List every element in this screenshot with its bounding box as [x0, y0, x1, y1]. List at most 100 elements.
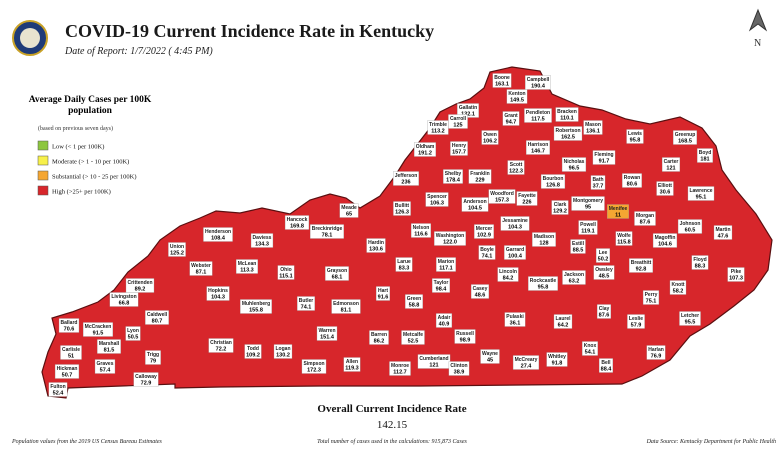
- county-value: 40.9: [439, 322, 450, 328]
- county-name: Edmonson: [333, 301, 359, 307]
- county-name: Jessamine: [502, 218, 528, 224]
- county-value: 115.8: [617, 240, 630, 246]
- county-label-box: [622, 173, 642, 188]
- legend-swatch: [37, 140, 49, 151]
- county-value: 72.2: [216, 347, 227, 353]
- county-name: Estill: [572, 241, 585, 247]
- county-name: Powell: [580, 222, 596, 228]
- county-label-box: [500, 216, 530, 231]
- county-name: Casey: [473, 286, 488, 292]
- county-value: 125.2: [170, 251, 184, 257]
- county-label-box: [512, 355, 540, 370]
- county-value: 88.4: [601, 367, 613, 373]
- county-name: Lewis: [628, 131, 642, 137]
- county-value: 117.5: [531, 117, 544, 123]
- county-label-box: [590, 175, 606, 190]
- county-value: 80.6: [627, 182, 638, 188]
- county-label-box: [457, 103, 479, 118]
- summary-value: 142.15: [377, 419, 408, 431]
- county-name: Laurel: [555, 316, 571, 322]
- county-label-box: [627, 314, 645, 329]
- county-label-box: [656, 181, 674, 196]
- county-label-box: [525, 75, 551, 90]
- county-label-box: [189, 261, 213, 276]
- county-value: 113.3: [240, 268, 253, 274]
- county-name: Pendleton: [526, 110, 550, 116]
- county-name: Breckinridge: [312, 226, 343, 232]
- county-name: Harlan: [648, 347, 664, 353]
- county-name: Caldwell: [147, 312, 168, 318]
- county-name: Union: [170, 244, 184, 250]
- footer-left: Population values from the 2019 US Censu…: [11, 438, 163, 445]
- county-value: 104.6: [658, 242, 672, 248]
- county-name: Clay: [599, 306, 610, 312]
- county-label-box: [411, 223, 431, 238]
- county-value: 95.8: [538, 285, 549, 291]
- county-name: Monroe: [391, 363, 409, 369]
- county-label-box: [504, 312, 526, 327]
- county-label-box: [592, 150, 616, 165]
- county-value: 169.8: [290, 224, 304, 230]
- county-name: Henry: [452, 143, 466, 149]
- county-value: 95.8: [630, 138, 641, 144]
- county-name: Letcher: [681, 313, 699, 319]
- county-label-box: [673, 130, 697, 145]
- county-name: Anderson: [463, 199, 486, 205]
- county-value: 78.1: [322, 233, 333, 239]
- county-label-box: [109, 292, 139, 307]
- county-value: 112.7: [393, 370, 406, 376]
- county-name: Bourbon: [543, 176, 564, 182]
- county-label-box: [325, 266, 349, 281]
- county-label-box: [393, 201, 411, 216]
- county-value: 88.3: [695, 264, 706, 270]
- county-value: 92.8: [636, 267, 647, 273]
- footer-right: Data Source: Kentucky Department for Pub…: [646, 438, 776, 445]
- legend-title-box: Average Daily Cases per 100K population: [29, 95, 152, 116]
- county-label-box: [310, 224, 344, 239]
- county-name: Owsley: [595, 267, 613, 273]
- county-name: Green: [407, 296, 421, 302]
- county-label-box: [470, 284, 490, 299]
- county-label-box: [697, 148, 713, 163]
- county-label-box: [405, 294, 423, 309]
- county-label-box: [414, 142, 436, 157]
- county-value: 89.2: [135, 287, 146, 293]
- county-value: 58.8: [409, 303, 420, 309]
- county-value: 45: [487, 358, 493, 364]
- county-value: 72.9: [141, 381, 152, 387]
- county-name: Spencer: [427, 194, 447, 200]
- county-name: Trigg: [147, 352, 159, 358]
- county-label-box: [145, 310, 169, 325]
- county-label-box: [468, 169, 492, 184]
- county-name: Logan: [276, 346, 291, 352]
- county-name: Jackson: [564, 272, 584, 278]
- county-value: 37.7: [593, 184, 604, 190]
- county-value: 76.9: [651, 354, 662, 360]
- county-label-box: [133, 372, 159, 387]
